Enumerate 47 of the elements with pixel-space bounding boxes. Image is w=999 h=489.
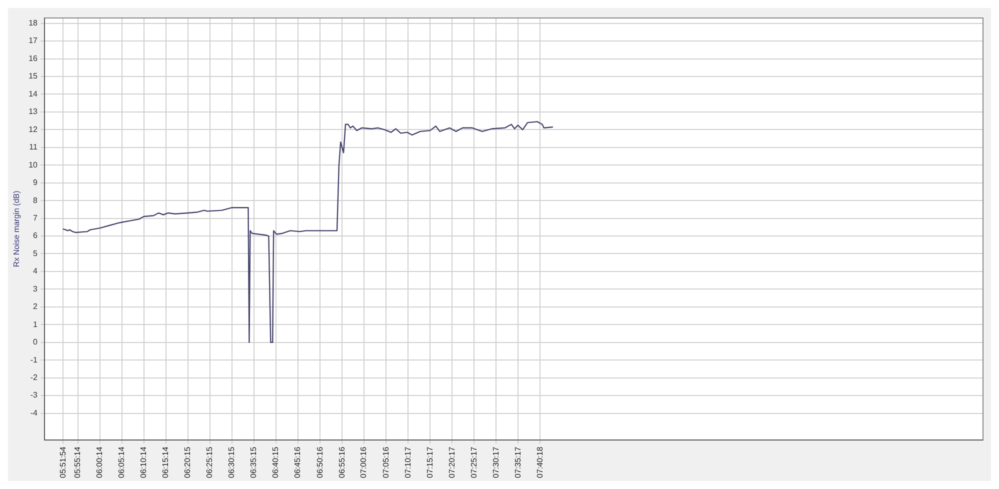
x-tick-label: 07:15:17 xyxy=(425,446,434,478)
y-tick-label: -3 xyxy=(30,390,38,400)
y-tick-label: 10 xyxy=(28,160,38,170)
y-tick-label: 4 xyxy=(33,266,38,276)
x-tick-label: 07:30:17 xyxy=(491,446,500,478)
y-tick-label: 17 xyxy=(28,36,38,46)
x-tick-label: 06:20:15 xyxy=(183,446,192,478)
y-tick-label: 13 xyxy=(28,107,38,116)
y-tick-label: -2 xyxy=(30,373,38,382)
y-tick-label: 15 xyxy=(28,72,38,81)
x-tick-label: 07:25:17 xyxy=(469,446,478,478)
y-tick-label: 5 xyxy=(33,248,38,258)
x-tick-label: 06:45:16 xyxy=(293,446,302,478)
y-tick-label: 3 xyxy=(33,284,38,294)
x-tick-label: 07:40:18 xyxy=(535,446,544,478)
y-tick-label: 6 xyxy=(33,231,38,240)
x-tick-label: 07:00:16 xyxy=(359,446,368,478)
y-tick-label: 18 xyxy=(28,18,38,28)
y-axis-title: Rx Noise margin (dB) xyxy=(12,190,22,268)
y-tick-label: 8 xyxy=(33,196,38,205)
x-tick-label: 06:00:14 xyxy=(95,446,104,478)
y-tick-label: 0 xyxy=(33,338,38,347)
x-tick-label: 06:40:15 xyxy=(271,446,280,478)
y-tick-label: 9 xyxy=(33,178,38,188)
y-tick-label: -1 xyxy=(30,355,38,364)
x-tick-label: 05:51:54 xyxy=(58,446,68,478)
x-tick-label: 07:10:17 xyxy=(403,446,412,478)
y-tick-label: -4 xyxy=(30,408,38,418)
x-tick-label: 06:05:14 xyxy=(117,446,126,478)
x-tick-label: 07:05:16 xyxy=(381,446,390,478)
y-tick-label: 1 xyxy=(33,320,38,329)
y-tick-label: 7 xyxy=(33,214,38,222)
x-tick-label: 06:50:16 xyxy=(315,446,324,478)
x-tick-label: 06:10:14 xyxy=(139,446,148,478)
x-tick-label: 06:55:16 xyxy=(337,446,346,478)
x-tick-label: 05:55:14 xyxy=(73,446,82,478)
x-tick-label: 06:25:15 xyxy=(205,446,214,478)
x-tick-label: 06:35:15 xyxy=(249,446,258,478)
x-tick-label: 06:30:15 xyxy=(227,446,236,478)
y-tick-label: 14 xyxy=(28,89,38,98)
y-tick-label: 16 xyxy=(28,54,38,63)
y-tick-label: 2 xyxy=(33,302,38,312)
x-tick-label: 07:20:17 xyxy=(447,446,456,478)
x-tick-label: 06:15:14 xyxy=(161,446,170,478)
y-tick-label: 12 xyxy=(28,124,38,134)
y-tick-label: 11 xyxy=(29,142,38,152)
x-tick-label: 07:35:17 xyxy=(513,446,522,478)
